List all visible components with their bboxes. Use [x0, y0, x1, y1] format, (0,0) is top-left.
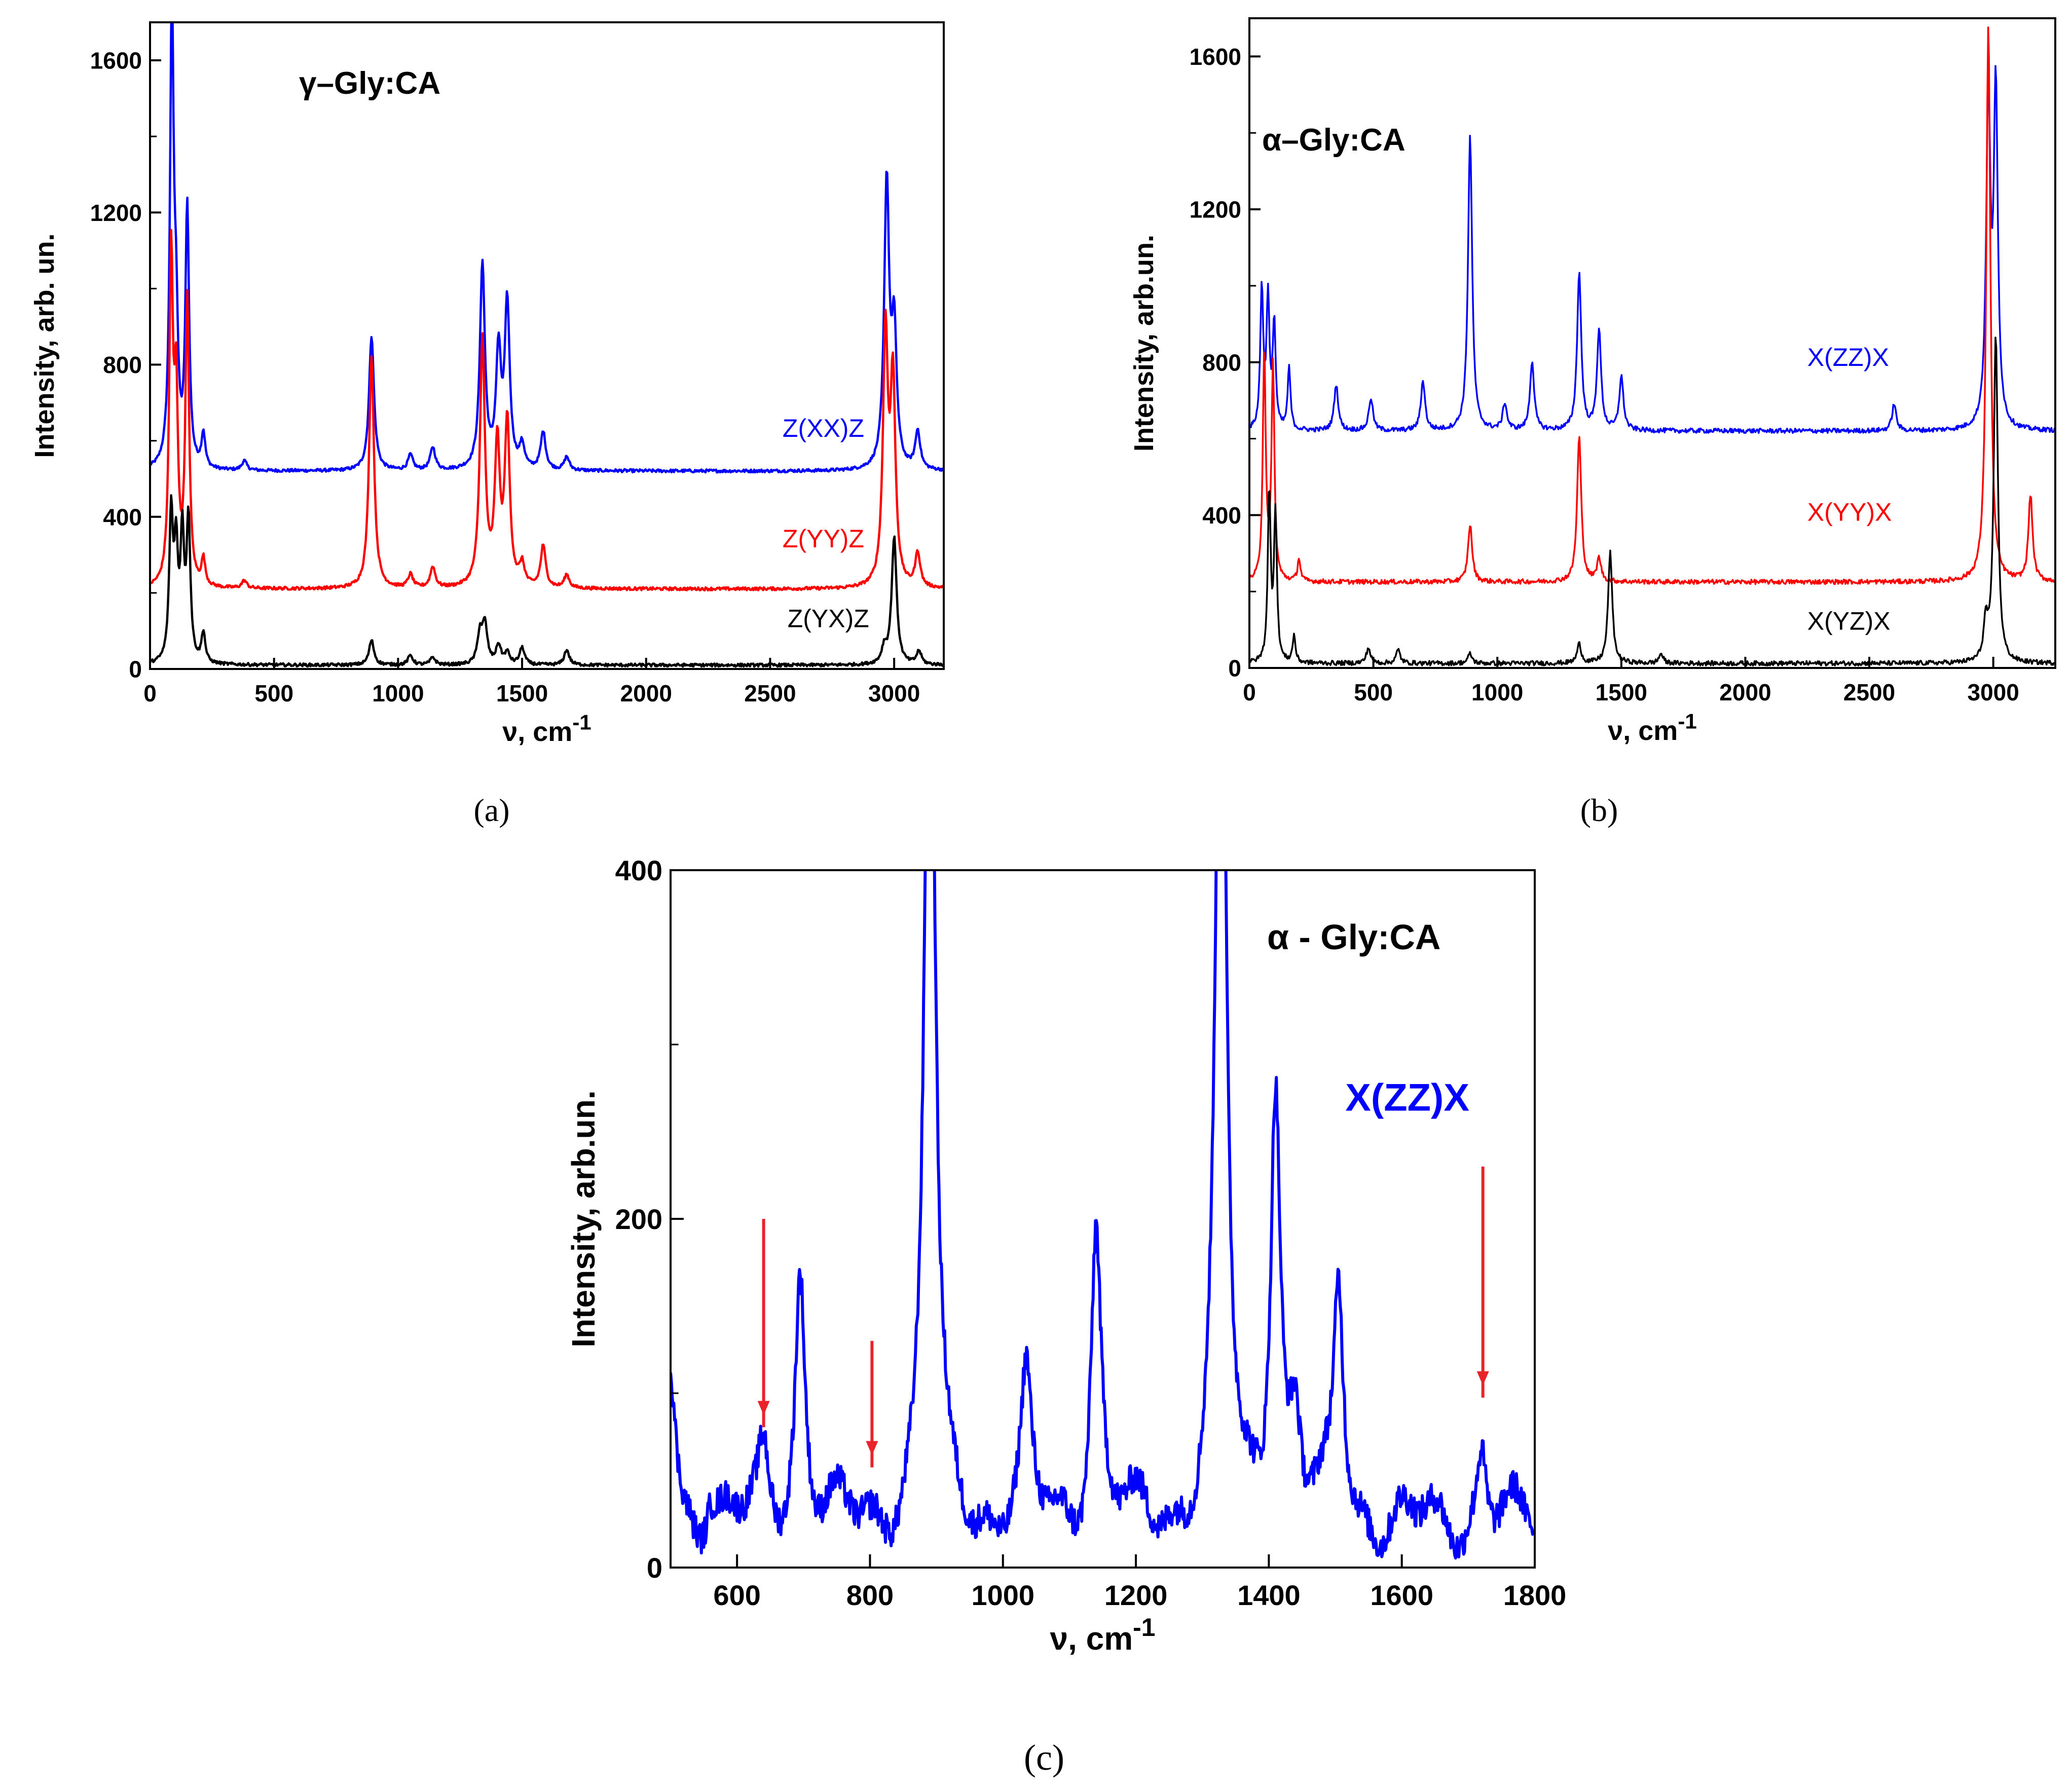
series-label-0: X(ZZ)X: [1807, 343, 1889, 371]
arrowhead-1: [866, 1441, 878, 1456]
y-tick-label: 200: [615, 1203, 662, 1235]
chart-panel-1: X(ZZ)X X(YY)X X(YZ)X 0 500 1000 1500 2000 2500 30…: [1129, 17, 2056, 828]
chart-title: γ–Gly:CA: [299, 66, 440, 101]
x-tick-label: 1500: [496, 680, 548, 706]
y-tick-label: 1200: [90, 200, 142, 226]
x-tick-label: 500: [254, 680, 293, 706]
x-axis-label: ν, cm-1: [1050, 1613, 1155, 1657]
x-tick-label: 3000: [868, 680, 920, 706]
series-line-2: [150, 494, 944, 668]
y-tick-label: 0: [647, 1552, 662, 1584]
series-line-2: [1249, 337, 2055, 667]
x-tick-label: 3000: [1968, 679, 2019, 705]
panel-caption: (a): [473, 792, 509, 828]
x-tick-label: 600: [713, 1579, 760, 1611]
x-tick-label: 2000: [1719, 679, 1771, 705]
series-line-0: [1249, 65, 2055, 434]
x-axis-label: ν, cm-1: [1608, 709, 1697, 746]
series-label-0: X(ZZ)X: [1345, 1076, 1469, 1120]
y-tick-label: 800: [1202, 349, 1241, 376]
y-tick-label: 400: [1202, 502, 1241, 529]
x-tick-label: 1000: [372, 680, 424, 706]
x-tick-label: 1400: [1237, 1579, 1301, 1611]
y-axis-label: Intensity, arb.un.: [565, 1090, 602, 1347]
arrowhead-0: [757, 1401, 770, 1416]
y-tick-label: 800: [103, 352, 142, 378]
plot-area: [1249, 26, 2055, 667]
series-line-0: [671, 870, 1535, 1560]
x-tick-label: 1000: [1471, 679, 1523, 705]
y-tick-label: 1200: [1190, 197, 1241, 223]
x-tick-label: 1500: [1596, 679, 1647, 705]
chart-title: α–Gly:CA: [1262, 123, 1405, 158]
x-tick-label: 1800: [1503, 1579, 1567, 1611]
series-line-1: [150, 229, 944, 592]
x-tick-label: 500: [1354, 679, 1393, 705]
x-tick-label: 1000: [971, 1579, 1034, 1611]
x-tick-label: 2000: [620, 680, 672, 706]
arrowhead-2: [1476, 1371, 1489, 1386]
axes-frame: [149, 21, 945, 670]
x-tick-label: 2500: [1843, 679, 1895, 705]
series-label-1: X(YY)X: [1807, 498, 1892, 527]
panel-caption: (c): [1024, 1737, 1064, 1778]
series-line-0: [150, 22, 944, 474]
y-tick-label: 0: [1228, 655, 1241, 682]
y-axis-label: Intensity, arb. un.: [29, 233, 60, 458]
y-tick-label: 0: [129, 656, 142, 683]
x-axis-label: ν, cm-1: [502, 710, 591, 747]
axes-frame: [670, 869, 1536, 1569]
y-axis-label: Intensity, arb.un.: [1129, 235, 1159, 452]
y-tick-label: 1600: [90, 48, 142, 74]
chart-panel-0: Z(XX)Z Z(YY)Z Z(YX)Z 0 500 1000 1500 2000 2500 30…: [29, 21, 945, 828]
chart-panel-2: X(ZZ)X 600 800 1000 1200 1400 1600 1800 0 200 400 ν…: [565, 854, 1567, 1778]
series-label-1: Z(YY)Z: [783, 525, 864, 553]
y-tick-label: 400: [103, 504, 142, 530]
series-line-1: [1249, 26, 2055, 585]
x-tick-label: 2500: [744, 680, 796, 706]
chart-title: α - Gly:CA: [1267, 917, 1440, 957]
panel-caption: (b): [1580, 792, 1618, 828]
series-label-0: Z(XX)Z: [783, 414, 864, 442]
plot-area: [671, 870, 1535, 1560]
x-tick-label: 1200: [1104, 1579, 1168, 1611]
y-tick-label: 400: [615, 854, 662, 886]
axes-frame: [1248, 17, 2056, 669]
plot-area: [150, 22, 944, 668]
x-tick-label: 0: [143, 680, 157, 706]
x-tick-label: 0: [1243, 679, 1256, 705]
x-tick-label: 800: [846, 1579, 894, 1611]
series-label-2: X(YZ)X: [1807, 607, 1891, 636]
x-tick-label: 1600: [1370, 1579, 1433, 1611]
y-tick-label: 1600: [1190, 44, 1241, 70]
series-label-2: Z(YX)Z: [788, 604, 869, 632]
